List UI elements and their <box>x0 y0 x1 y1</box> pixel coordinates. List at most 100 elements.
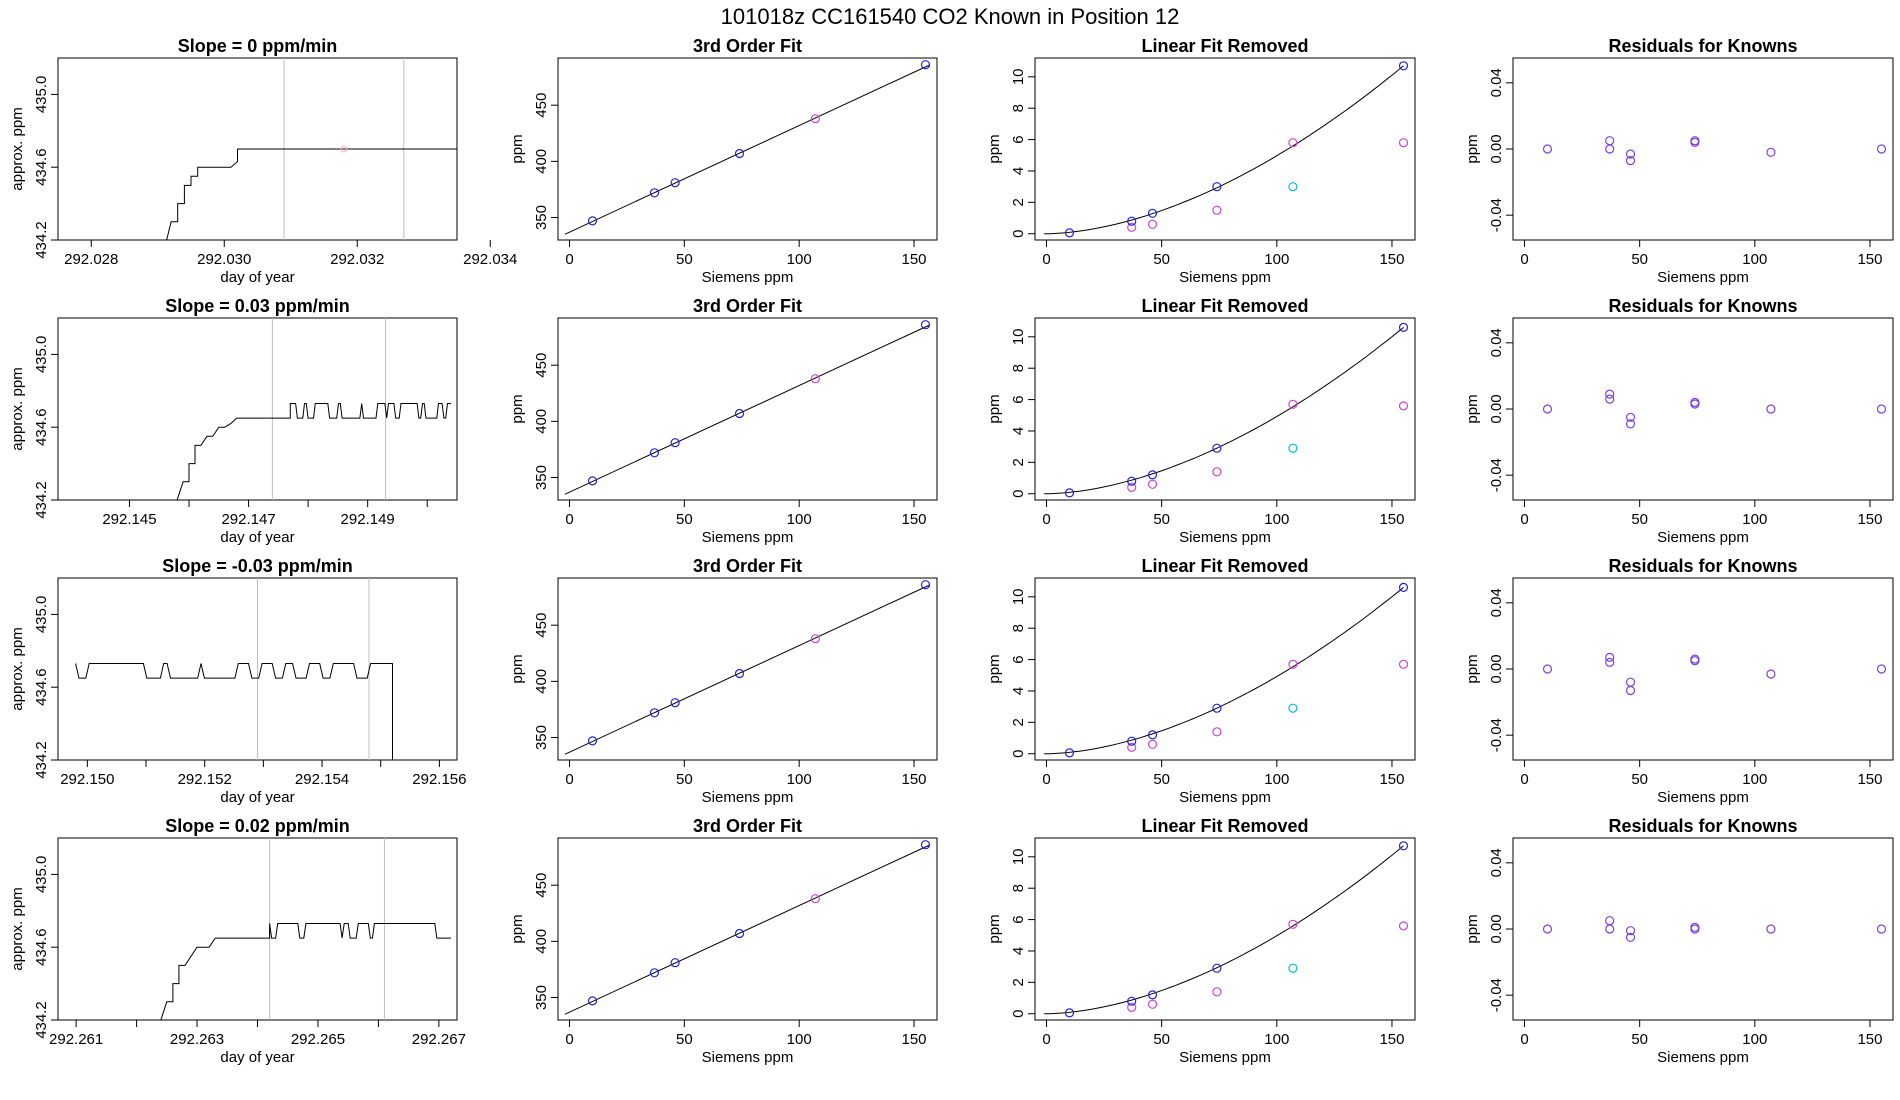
plot-frame <box>1034 577 1416 761</box>
purple-point <box>1766 147 1776 157</box>
cyan-point <box>1288 703 1298 713</box>
y-axis-label: ppm <box>986 134 1003 163</box>
x-axis-label: day of year <box>220 529 294 546</box>
magenta-point <box>810 374 820 384</box>
plot-frame <box>1512 837 1894 1021</box>
purple-point <box>1605 916 1615 926</box>
plot-area <box>1044 61 1409 238</box>
plot-frame <box>557 57 938 241</box>
y-tick-label: 435.0 <box>33 856 50 894</box>
x-axis-label: Siemens ppm <box>702 269 794 286</box>
plot-frame <box>557 317 938 501</box>
plot-frame <box>557 577 938 761</box>
blue-point <box>734 928 745 939</box>
blue-point <box>1398 61 1409 71</box>
y-tick-label: 350 <box>533 725 550 750</box>
plot-area <box>1542 389 1887 429</box>
x-axis-label: Siemens ppm <box>1657 529 1749 546</box>
plot-frame <box>1512 317 1894 501</box>
panel-r0c0: Slope = 0 ppm/min 292.028 292.030 292.032 29… <box>9 36 517 286</box>
magenta-point <box>1398 401 1409 411</box>
blue-point <box>920 320 931 330</box>
plot-title: Slope = 0.03 ppm/min <box>165 296 350 316</box>
magenta-point <box>1127 222 1137 232</box>
x-tick-label: 292.263 <box>170 1031 224 1048</box>
y-tick-label: 0 <box>1010 750 1027 758</box>
purple-point <box>1542 924 1553 934</box>
blue-point <box>1212 182 1222 192</box>
magenta-point <box>810 114 820 124</box>
magenta-point <box>810 634 820 644</box>
blue-point <box>587 996 598 1006</box>
plot-title: 3rd Order Fit <box>693 556 802 576</box>
y-tick-label: 350 <box>533 465 550 490</box>
purple-point <box>1605 652 1615 663</box>
purple-point <box>1542 144 1553 154</box>
purple-point <box>1690 399 1700 409</box>
x-axis-label: Siemens ppm <box>1179 529 1271 546</box>
x-tick-label: 100 <box>787 771 812 788</box>
fit-line <box>564 844 931 1015</box>
plot-area <box>564 60 931 235</box>
panel-r3c1: 3rd Order Fit 0 50 100 150 Siemens ppm 350 400 4… <box>509 816 938 1066</box>
y-tick-label: 0.04 <box>1488 588 1505 617</box>
y-tick-label: -0.04 <box>1488 718 1505 752</box>
x-axis-label: Siemens ppm <box>1179 269 1271 286</box>
purple-point <box>1605 144 1615 154</box>
x-tick-label: 150 <box>1857 511 1882 528</box>
y-tick-label: 434.6 <box>33 928 50 966</box>
y-axis-label: ppm <box>1464 134 1481 163</box>
panel-r1c3: Residuals for Knowns 0 50 100 150 Siemens ppm… <box>1464 296 1894 546</box>
x-tick-label: 292.265 <box>291 1031 345 1048</box>
blue-point <box>1127 476 1137 486</box>
y-axis-label: ppm <box>509 914 526 943</box>
y-tick-label: 434.2 <box>33 1001 50 1039</box>
blue-point <box>1212 443 1222 453</box>
purple-point <box>1625 412 1636 422</box>
x-tick-label: 0 <box>1520 771 1528 788</box>
x-tick-label: 50 <box>676 251 693 268</box>
purple-point <box>1605 394 1615 404</box>
y-tick-label: 0 <box>1010 490 1027 498</box>
blue-point <box>1064 748 1075 758</box>
x-tick-label: 292.030 <box>197 251 251 268</box>
purple-point <box>1876 144 1887 154</box>
x-tick-label: 50 <box>676 1031 693 1048</box>
x-tick-label: 100 <box>1742 511 1767 528</box>
magenta-point <box>1288 399 1298 409</box>
y-tick-label: 0.00 <box>1488 134 1505 163</box>
x-tick-label: 50 <box>1631 251 1648 268</box>
y-tick-label: 450 <box>533 93 550 118</box>
purple-point <box>1766 404 1776 414</box>
x-tick-label: 100 <box>787 251 812 268</box>
magenta-point <box>1127 742 1137 753</box>
x-tick-label: 100 <box>1264 1031 1289 1048</box>
x-tick-label: 150 <box>1379 771 1404 788</box>
y-axis-label: ppm <box>1464 654 1481 683</box>
y-tick-label: 2 <box>1010 458 1027 466</box>
ppm-trace <box>166 148 457 240</box>
plot-title: Residuals for Knowns <box>1608 556 1797 576</box>
x-axis-label: Siemens ppm <box>1657 1049 1749 1066</box>
y-axis-label: ppm <box>986 394 1003 423</box>
y-axis-label: ppm <box>1464 914 1481 943</box>
x-tick-label: 292.150 <box>60 771 114 788</box>
blue-point <box>587 216 598 226</box>
purple-point <box>1542 404 1553 414</box>
y-tick-label: 10 <box>1010 328 1027 345</box>
blue-point <box>649 188 660 198</box>
x-tick-label: 50 <box>1631 771 1648 788</box>
purple-point <box>1690 924 1700 934</box>
ppm-trace <box>176 403 451 500</box>
y-tick-label: 0.00 <box>1488 914 1505 943</box>
x-axis-label: Siemens ppm <box>702 1049 794 1066</box>
plot-title: Linear Fit Removed <box>1141 556 1308 576</box>
y-tick-label: 400 <box>533 149 550 174</box>
plot-area <box>166 58 457 240</box>
purple-point <box>1625 156 1636 166</box>
y-tick-label: 435.0 <box>33 76 50 114</box>
plot-title: Linear Fit Removed <box>1141 816 1308 836</box>
x-tick-label: 100 <box>787 1031 812 1048</box>
x-tick-label: 292.028 <box>64 251 118 268</box>
fit-curve <box>1044 845 1404 1015</box>
